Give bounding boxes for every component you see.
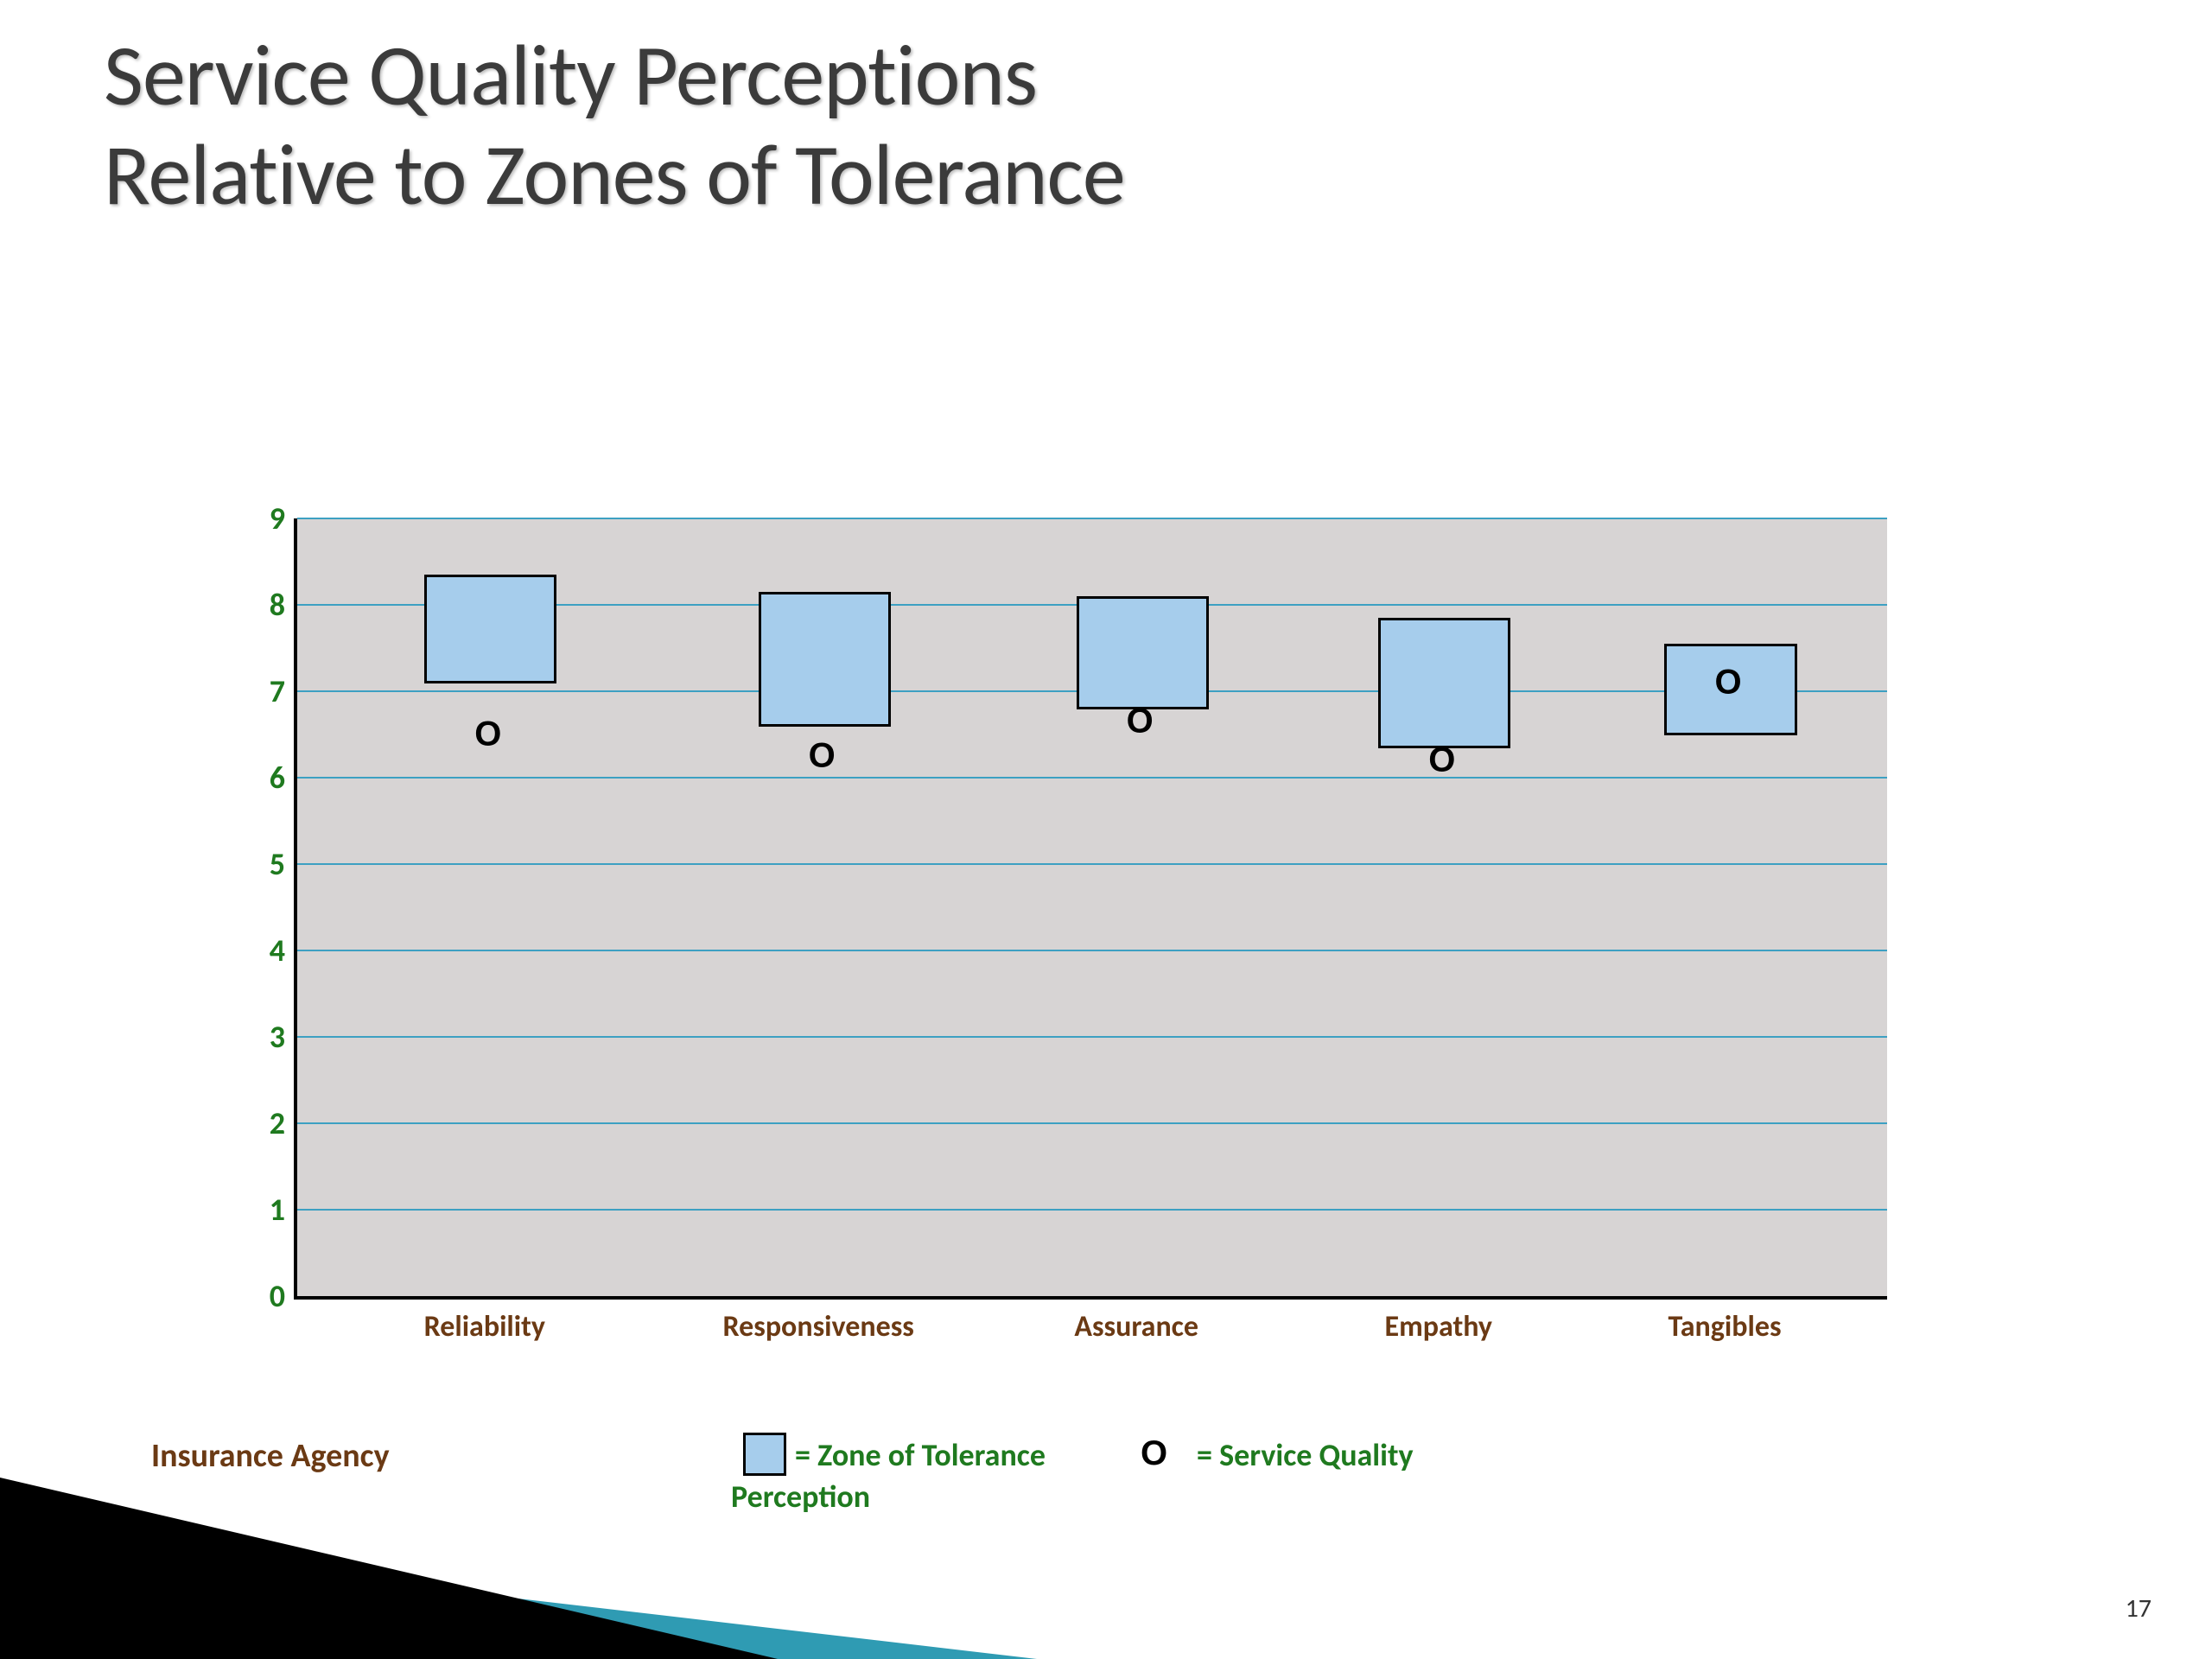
title-line-1: Service Quality Perceptions [104,22,1037,128]
perception-marker: O [1428,741,1455,780]
gridline [297,777,1887,779]
ytick-label: 8 [233,586,285,624]
legend-perception-label: Perception [731,1478,870,1516]
xtick-label: Responsiveness [722,1309,913,1344]
gridline [297,518,1887,519]
gridline [297,1122,1887,1124]
perception-marker: O [809,737,836,776]
xtick-label: Tangibles [1668,1309,1781,1344]
slide-title: Service Quality Perceptions Relative to … [104,26,1125,225]
chart: OOOOO 0123456789ReliabilityResponsivenes… [242,518,1884,1348]
ytick-label: 2 [233,1104,285,1142]
slide: Service Quality Perceptions Relative to … [0,0,2212,1659]
perception-marker: O [1127,702,1154,741]
legend-marker-swatch: O [1141,1434,1167,1473]
ytick-label: 6 [233,759,285,797]
legend-zone-swatch [743,1433,786,1476]
title-line-2: Relative to Zones of Tolerance [104,122,1125,227]
page-number: 17 [2126,1592,2152,1624]
gridline [297,863,1887,865]
ytick-label: 3 [233,1018,285,1056]
legend-company: Insurance Agency [151,1436,390,1476]
perception-marker: O [1714,664,1741,702]
xtick-label: Empathy [1385,1309,1492,1344]
xtick-label: Reliability [424,1309,545,1344]
ytick-label: 1 [233,1191,285,1229]
zone-bar [424,575,556,683]
legend-zone-label: = Zone of Tolerance [795,1436,1046,1474]
ytick-label: 7 [233,672,285,710]
ytick-label: 5 [233,845,285,883]
plot-area: O O O O O [294,518,1887,1300]
gridline [297,1209,1887,1211]
zone-bar [1077,596,1209,709]
gridline [297,1036,1887,1038]
ytick-label: 9 [233,499,285,537]
perception-marker: O [474,715,501,754]
ytick-label: 0 [233,1277,285,1315]
gridline [297,950,1887,951]
legend-marker-label: = Service Quality [1197,1436,1414,1474]
zone-bar [759,592,891,727]
zone-bar [1378,618,1510,748]
ytick-label: 4 [233,931,285,969]
xtick-label: Assurance [1074,1309,1198,1344]
legend: Insurance Agency = Zone of Tolerance O =… [151,1426,1879,1555]
